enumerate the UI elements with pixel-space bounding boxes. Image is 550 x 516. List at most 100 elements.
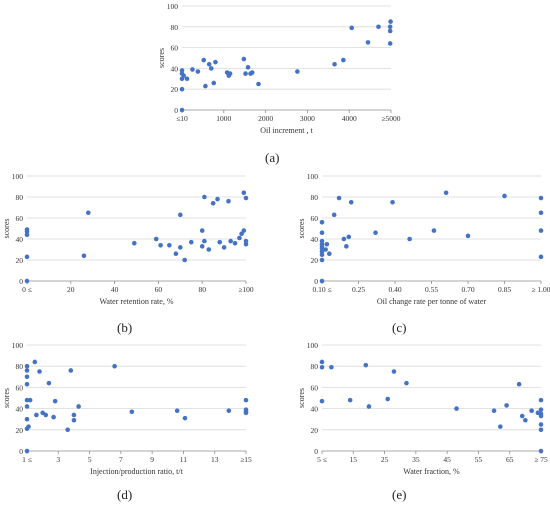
x-axis-title: Injection/production ratio, t/t [90,467,183,476]
data-point [184,76,190,82]
data-point [81,253,87,259]
data-point [319,257,325,263]
y-tick-label: 80 [311,193,319,202]
x-tick-label: 25 [381,455,389,464]
data-point [344,244,349,249]
data-point [336,195,342,201]
x-tick-label: 1000 [216,114,231,123]
data-point [227,71,233,76]
y-tick-label: 40 [311,405,319,414]
data-point [208,66,214,71]
data-point [465,233,471,239]
data-point [243,238,249,244]
data-point [201,57,207,63]
chart-panel-3: 0 20 40 60 80 100 1 ≤ 3 5 7 9 11 13 ≥15 Injection/prod… [2,341,252,476]
data-point [206,61,212,67]
x-tick-label: 20 [67,285,75,294]
data-point [221,245,227,250]
data-point [319,364,325,370]
y-tick-label: 80 [16,193,24,202]
data-point [349,25,355,31]
data-point [391,369,397,374]
x-tick-label: 35 [412,455,420,464]
data-point [454,406,459,411]
data-point [502,193,507,199]
y-tick-label: 100 [12,341,24,350]
data-point [179,68,185,73]
x-tick-label: 5 ≤ [317,455,327,464]
y-tick-label: 80 [16,362,24,371]
y-tick-label: 20 [171,85,179,94]
y-tick-label: 20 [311,256,319,265]
data-point [226,198,231,204]
data-point [319,359,325,365]
y-tick-label: 0 [19,447,23,456]
x-tick-label: 40 [111,285,119,294]
data-point [331,212,337,218]
data-point [237,235,242,241]
data-point [319,398,325,404]
y-tick-label: 80 [311,362,319,371]
data-point [24,227,30,232]
data-point [243,195,249,201]
y-tick-label: 40 [16,405,24,414]
y-tick-label: 100 [167,2,179,11]
data-point [243,241,249,247]
x-axis-title: Water retention rate, % [100,297,174,306]
data-point [27,397,33,403]
data-point [431,228,437,233]
data-point [202,238,207,244]
data-point [243,409,249,415]
data-point [132,240,137,246]
data-point [217,239,223,245]
data-point [167,243,172,248]
y-axis-title: scores [2,388,11,408]
data-point [24,416,30,422]
data-point [319,252,325,258]
data-point [347,397,353,403]
x-tick-label: 0.85 [498,285,511,294]
data-point [319,238,325,244]
data-point [243,71,248,76]
data-point [249,70,255,75]
x-tick-label: 11 [180,455,187,464]
data-point [491,408,497,414]
data-point [199,244,205,249]
y-tick-label: 20 [16,256,24,265]
data-point [243,397,249,403]
y-tick-label: 100 [12,172,24,181]
data-point [34,412,39,418]
data-point [373,230,378,235]
y-tick-label: 80 [171,23,179,32]
data-point [538,254,544,260]
y-tick-label: 0 [174,106,178,115]
data-point [523,417,528,423]
data-point [65,427,70,433]
x-tick-label: 0.55 [425,285,438,294]
y-tick-label: 0 [314,447,318,456]
x-tick-label: ≥ 1.00 [531,285,550,294]
data-point [538,210,544,216]
data-point [387,24,393,30]
data-point [390,199,395,205]
data-point [387,41,393,46]
data-point [190,67,195,72]
data-point [295,69,300,74]
data-point [256,81,261,87]
data-point [112,363,117,369]
data-point [538,397,544,403]
x-tick-label: 4000 [342,114,357,123]
data-point [232,240,238,246]
data-point [498,424,503,429]
y-axis-title: scores [297,219,306,239]
data-point [329,364,334,370]
x-tick-label: ≥5000 [381,114,400,123]
x-tick-label: 80 [198,285,206,294]
x-tick-label: 3 [56,455,60,464]
data-point [538,422,544,427]
data-point [213,59,218,65]
x-tick-label: 5 [88,455,92,464]
x-tick-label: 0.25 [352,285,365,294]
x-tick-label: ≤10 [176,114,188,123]
